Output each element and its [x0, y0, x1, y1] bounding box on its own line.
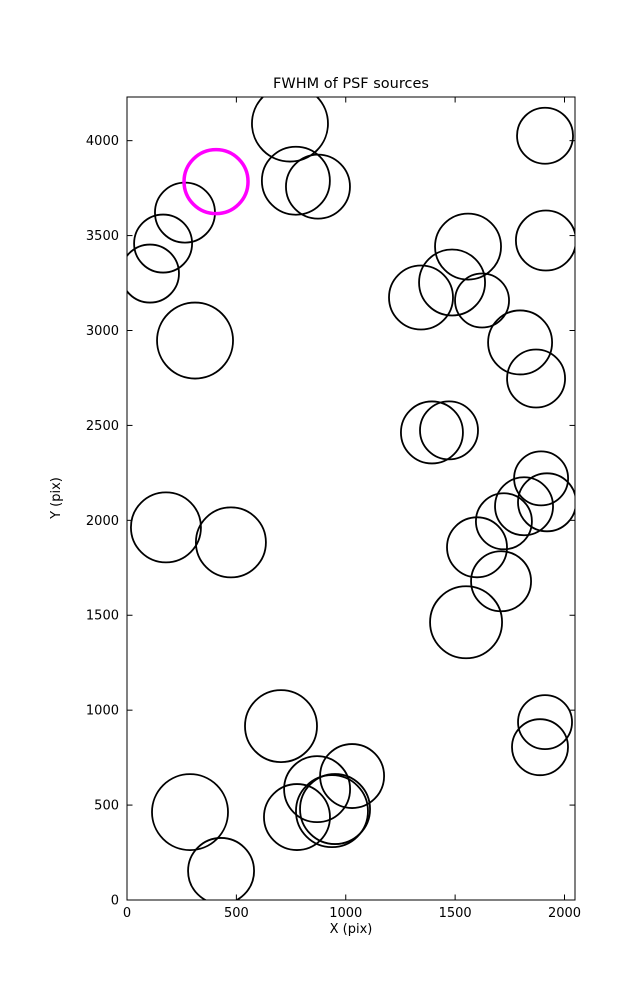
y-tick-label: 2500	[86, 419, 119, 434]
psf-sources-marker	[429, 585, 503, 660]
psf-sources-marker	[517, 694, 573, 751]
psf-sources-marker	[446, 516, 508, 579]
psf-sources-marker	[285, 153, 351, 220]
psf-sources-marker	[516, 106, 574, 165]
psf-sources-marker	[487, 309, 553, 376]
y-tick-label: 4000	[86, 134, 119, 149]
psf-sources-marker	[156, 301, 234, 380]
psf-sources-marker	[195, 506, 267, 579]
highlighted-source-marker	[182, 147, 250, 216]
psf-sources-marker	[400, 400, 464, 465]
x-tick-label: 1500	[439, 906, 472, 921]
psf-sources-marker	[127, 243, 180, 304]
psf-sources-marker	[515, 209, 575, 272]
psf-sources-marker	[187, 837, 255, 900]
psf-sources-marker	[475, 492, 533, 551]
psf-sources-marker	[299, 773, 371, 845]
psf-sources-marker	[251, 97, 329, 163]
x-tick-label: 0	[123, 906, 131, 921]
psf-sources-marker	[470, 550, 532, 613]
psf-sources-marker	[517, 472, 575, 533]
psf-sources-marker	[263, 783, 331, 851]
y-tick-label: 2000	[86, 514, 119, 529]
axes-box	[126, 96, 576, 901]
psf-sources-marker	[506, 348, 566, 409]
psf-sources-marker	[434, 212, 502, 281]
y-tick-label: 3000	[86, 324, 119, 339]
y-tick-label: 3500	[86, 229, 119, 244]
psf-sources-marker	[295, 774, 369, 849]
psf-sources-marker	[454, 272, 510, 329]
y-axis-label: Y (pix)	[49, 477, 64, 519]
psf-sources-marker	[319, 743, 385, 809]
x-axis-label: X (pix)	[329, 922, 373, 937]
psf-sources-marker	[151, 773, 229, 852]
psf-sources-marker	[494, 476, 554, 537]
psf-sources-marker	[133, 213, 193, 274]
psf-sources-marker	[418, 248, 486, 317]
markers-group	[127, 97, 575, 900]
x-tick-label: 500	[224, 906, 249, 921]
chart-title: FWHM of PSF sources	[273, 76, 429, 92]
psf-sources-marker	[513, 450, 569, 507]
psf-sources-marker	[130, 491, 202, 564]
psf-sources-marker	[244, 689, 318, 764]
psf-sources-marker	[260, 145, 331, 216]
x-tick-label: 1000	[329, 906, 362, 921]
y-tick-label: 1000	[86, 704, 119, 719]
y-tick-label: 500	[94, 799, 119, 814]
y-tick-label: 1500	[86, 609, 119, 624]
x-tick-label: 2000	[548, 906, 581, 921]
y-tick-label: 0	[111, 894, 119, 909]
psf-sources-marker	[511, 718, 569, 777]
psf-sources-marker	[283, 755, 351, 824]
psf-sources-marker	[419, 400, 479, 461]
psf-sources-marker	[388, 264, 454, 331]
